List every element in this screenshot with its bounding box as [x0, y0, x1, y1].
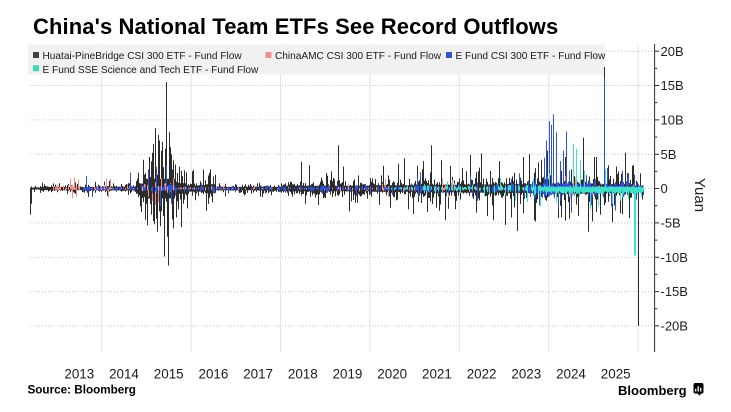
svg-text:20B: 20B [661, 44, 684, 59]
svg-text:2013: 2013 [64, 366, 94, 381]
svg-text:2024: 2024 [556, 366, 586, 381]
svg-text:Source: Bloomberg: Source: Bloomberg [28, 384, 136, 397]
svg-text:10B: 10B [661, 113, 684, 128]
svg-text:2015: 2015 [154, 366, 184, 381]
svg-text:2014: 2014 [109, 366, 139, 381]
svg-text:2019: 2019 [333, 366, 363, 381]
svg-text:2018: 2018 [288, 366, 318, 381]
svg-text:-20B: -20B [661, 319, 688, 334]
svg-text:E Fund CSI 300 ETF - Fund Flow: E Fund CSI 300 ETF - Fund Flow [456, 51, 606, 62]
svg-text:-15B: -15B [661, 284, 688, 299]
svg-text:E Fund SSE Science and Tech ET: E Fund SSE Science and Tech ETF - Fund F… [43, 65, 260, 76]
svg-text:0: 0 [661, 181, 668, 196]
svg-text:Yuan: Yuan [691, 178, 708, 212]
svg-text:5B: 5B [661, 147, 677, 162]
svg-text:2025: 2025 [601, 366, 631, 381]
svg-text:2017: 2017 [243, 366, 273, 381]
svg-text:-10B: -10B [661, 250, 688, 265]
svg-text:Huatai-PineBridge CSI 300 ETF: Huatai-PineBridge CSI 300 ETF - Fund Flo… [43, 51, 243, 62]
svg-text:-5B: -5B [661, 216, 681, 231]
svg-text:ChinaAMC CSI 300 ETF - Fund Fl: ChinaAMC CSI 300 ETF - Fund Flow [275, 51, 442, 62]
svg-text:2022: 2022 [467, 366, 497, 381]
svg-text:China's National Team ETFs See: China's National Team ETFs See Record Ou… [33, 14, 558, 39]
svg-text:15B: 15B [661, 78, 684, 93]
svg-text:2016: 2016 [199, 366, 229, 381]
svg-text:2020: 2020 [377, 366, 407, 381]
svg-text:Bloomberg: Bloomberg [618, 383, 687, 398]
svg-text:2021: 2021 [422, 366, 452, 381]
svg-text:2023: 2023 [511, 366, 541, 381]
